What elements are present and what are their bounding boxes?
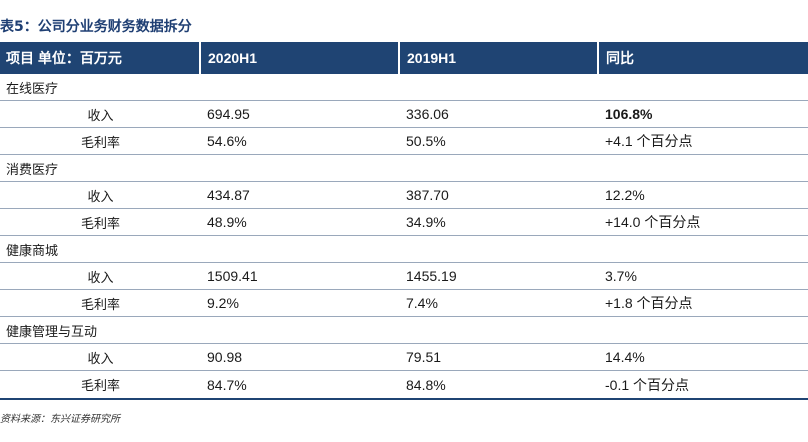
row-label: 毛利率 — [80, 216, 120, 232]
row-label: 毛利率 — [80, 379, 120, 394]
table-row: 毛利率 54.6% 50.5% +4.1 个百分点 — [0, 128, 808, 155]
table-title: 表5：公司分业务财务数据拆分 — [0, 19, 192, 35]
table-row: 收入 434.87 387.70 12.2% — [0, 182, 808, 209]
value-yoy: -0.1 个百分点 — [605, 376, 690, 393]
value-2020h1: 434.87 — [207, 187, 250, 203]
value-yoy: 14.4% — [605, 349, 645, 365]
group-name: 消费医疗 — [6, 162, 59, 178]
value-2020h1: 9.2% — [207, 295, 239, 311]
value-yoy: 106.8% — [605, 106, 653, 122]
value-2020h1: 48.9% — [207, 214, 247, 230]
header-divider — [398, 42, 400, 74]
table-header: 项目 单位：百万元 2020H1 2019H1 同比 — [0, 42, 808, 74]
value-2019h1: 34.9% — [406, 214, 446, 230]
value-2019h1: 336.06 — [406, 106, 449, 122]
table-row: 毛利率 48.9% 34.9% +14.0 个百分点 — [0, 209, 808, 236]
group-name: 在线医疗 — [6, 81, 59, 97]
data-table: 项目 单位：百万元 2020H1 2019H1 同比 在线医疗 收入 694.9… — [0, 42, 808, 400]
row-label: 收入 — [87, 270, 114, 286]
header-item: 项目 单位：百万元 — [6, 50, 122, 66]
group-row: 健康商城 — [0, 236, 808, 263]
value-yoy: +4.1 个百分点 — [605, 133, 693, 149]
source-note: 资料来源：东兴证券研究所 — [0, 414, 120, 425]
value-yoy: +14.0 个百分点 — [605, 214, 701, 230]
table-bottom-rule — [0, 398, 808, 400]
header-divider — [597, 42, 599, 74]
value-2020h1: 90.98 — [207, 349, 243, 365]
value-yoy: 12.2% — [605, 187, 645, 203]
value-2019h1: 50.5% — [406, 133, 446, 149]
group-name: 健康商城 — [6, 243, 59, 259]
row-label: 毛利率 — [80, 135, 120, 151]
value-2020h1: 84.7% — [207, 376, 247, 393]
row-label: 收入 — [87, 351, 114, 367]
row-label: 毛利率 — [80, 297, 120, 313]
value-2019h1: 84.8% — [406, 376, 446, 393]
value-2020h1: 694.95 — [207, 106, 250, 122]
table-row: 收入 90.98 79.51 14.4% — [0, 344, 808, 371]
header-divider — [199, 42, 201, 74]
table-row: 收入 694.95 336.06 106.8% — [0, 101, 808, 128]
row-label: 收入 — [87, 189, 114, 205]
header-yoy: 同比 — [606, 50, 634, 66]
value-2019h1: 1455.19 — [406, 268, 457, 284]
header-2019h1: 2019H1 — [407, 50, 457, 66]
group-row: 消费医疗 — [0, 155, 808, 182]
header-2020h1: 2020H1 — [208, 50, 258, 66]
table-row: 毛利率 9.2% 7.4% +1.8 个百分点 — [0, 290, 808, 317]
value-2019h1: 7.4% — [406, 295, 438, 311]
value-yoy: +1.8 个百分点 — [605, 295, 693, 311]
value-2019h1: 79.51 — [406, 349, 442, 365]
group-row: 在线医疗 — [0, 74, 808, 101]
table-row: 毛利率 84.7% 84.8% -0.1 个百分点 — [0, 371, 808, 398]
value-2020h1: 1509.41 — [207, 268, 258, 284]
row-label: 收入 — [87, 108, 114, 124]
value-yoy: 3.7% — [605, 268, 637, 284]
group-row: 健康管理与互动 — [0, 317, 808, 344]
value-2020h1: 54.6% — [207, 133, 247, 149]
table-row: 收入 1509.41 1455.19 3.7% — [0, 263, 808, 290]
value-2019h1: 387.70 — [406, 187, 449, 203]
group-name: 健康管理与互动 — [6, 324, 98, 340]
